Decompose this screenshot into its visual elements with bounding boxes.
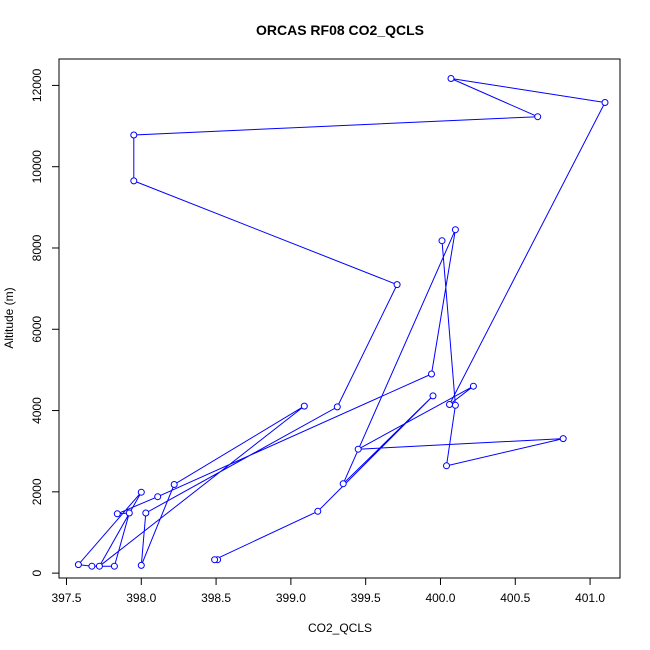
data-point bbox=[130, 131, 138, 139]
x-tick-label: 398.5 bbox=[201, 591, 231, 605]
data-point bbox=[300, 402, 308, 410]
data-point bbox=[170, 481, 178, 488]
data-point bbox=[451, 401, 459, 409]
data-point bbox=[429, 392, 437, 400]
x-tick-label: 399.5 bbox=[351, 591, 381, 605]
series-layer bbox=[74, 75, 609, 570]
x-axis-label: CO2_QCLS bbox=[308, 621, 372, 635]
data-point bbox=[393, 281, 401, 289]
data-point bbox=[125, 509, 133, 517]
data-point bbox=[137, 488, 145, 496]
data-point bbox=[446, 401, 453, 408]
data-point bbox=[88, 562, 96, 570]
data-point bbox=[314, 507, 322, 515]
y-tick-label: 2000 bbox=[30, 478, 44, 505]
data-point bbox=[333, 403, 341, 411]
data-point bbox=[137, 561, 145, 569]
x-tick-label: 401.0 bbox=[575, 591, 605, 605]
y-tick-label: 8000 bbox=[30, 234, 44, 261]
chart-title: ORCAS RF08 CO2_QCLS bbox=[256, 22, 424, 38]
y-tick-label: 10000 bbox=[30, 150, 44, 184]
data-point bbox=[95, 562, 103, 570]
data-point bbox=[110, 562, 118, 570]
data-point bbox=[354, 445, 362, 453]
data-point bbox=[443, 462, 450, 470]
data-point bbox=[142, 509, 150, 517]
data-point bbox=[438, 237, 446, 245]
x-tick-label: 398.0 bbox=[126, 591, 156, 605]
data-point bbox=[113, 510, 121, 518]
y-axis-label: Altitude (m) bbox=[2, 287, 16, 348]
x-tick-label: 400.5 bbox=[500, 591, 530, 605]
data-point bbox=[559, 435, 567, 443]
data-point bbox=[601, 99, 609, 106]
plot-frame bbox=[58, 58, 621, 579]
y-tick-label: 4000 bbox=[30, 397, 44, 424]
x-tick-label: 400.0 bbox=[425, 591, 455, 605]
data-point bbox=[130, 177, 138, 185]
data-point bbox=[447, 75, 455, 82]
data-point bbox=[534, 113, 542, 121]
y-tick-label: 0 bbox=[30, 569, 44, 576]
data-point bbox=[154, 493, 162, 501]
data-point bbox=[211, 556, 219, 564]
y-tick-label: 6000 bbox=[30, 316, 44, 343]
x-axis: 397.5 398.0 398.5 399.0 399.5 400.0 400.5 401.0 bbox=[51, 578, 605, 605]
x-tick-label: 397.5 bbox=[51, 591, 81, 605]
y-axis: 0 2000 4000 6000 8000 10000 12000 bbox=[30, 68, 59, 576]
x-tick-label: 399.0 bbox=[276, 591, 306, 605]
y-tick-label: 12000 bbox=[30, 68, 44, 102]
series-line bbox=[77, 78, 606, 567]
data-point bbox=[469, 382, 477, 390]
data-point bbox=[339, 480, 347, 488]
data-point bbox=[74, 561, 82, 569]
data-point bbox=[428, 370, 435, 378]
data-point bbox=[451, 226, 459, 234]
